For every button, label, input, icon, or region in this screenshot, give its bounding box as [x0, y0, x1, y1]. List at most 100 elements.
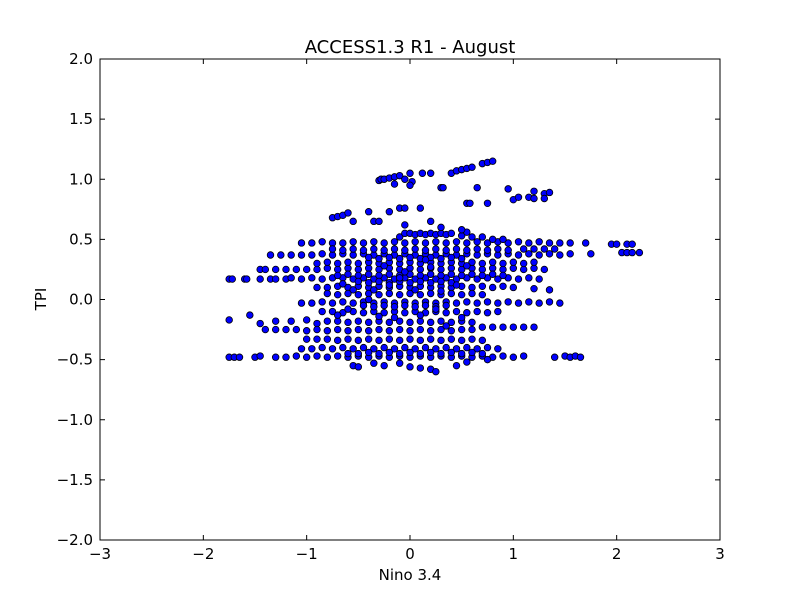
scatter-point — [375, 277, 383, 286]
scatter-point — [494, 345, 502, 353]
scatter-point — [313, 265, 321, 274]
scatter-point — [411, 245, 419, 253]
axis-ticks: −3 −2 −1 0 1 2 3 −2.0 −1.5 −1.0 −0.5 0.0 0.5 1.0 1.5 2.… — [57, 50, 725, 563]
y-axis-label: TPI — [32, 288, 50, 312]
scatter-point — [349, 245, 357, 253]
scatter-point — [359, 343, 368, 352]
scatter-point — [468, 318, 476, 327]
scatter-point — [540, 194, 549, 203]
scatter-point — [395, 349, 404, 358]
scatter-point — [271, 353, 280, 361]
scatter-point — [478, 349, 487, 358]
scatter-points — [225, 157, 644, 376]
scatter-point — [530, 245, 538, 253]
scatter-point — [308, 274, 316, 282]
scatter-point — [401, 309, 409, 317]
scatter-point — [421, 256, 430, 264]
scatter-point — [483, 199, 492, 207]
scatter-point — [426, 348, 435, 357]
scatter-point — [519, 352, 528, 360]
scatter-point — [587, 250, 595, 258]
scatter-point — [318, 298, 326, 306]
scatter-point — [411, 286, 419, 294]
scatter-point — [385, 289, 394, 298]
scatter-point — [463, 239, 471, 247]
scatter-point — [370, 245, 378, 253]
scatter-point — [432, 238, 440, 246]
scatter-point — [287, 251, 295, 259]
scatter-point — [483, 246, 492, 254]
scatter-point — [437, 254, 445, 263]
scatter-point — [261, 325, 270, 334]
scatter-point — [344, 327, 352, 335]
scatter-point — [323, 317, 332, 325]
scatter-point — [406, 289, 414, 298]
scatter-point — [333, 352, 342, 360]
scatter-point — [364, 318, 373, 327]
scatter-point — [339, 246, 347, 254]
scatter-point — [468, 325, 476, 334]
scatter-point — [354, 290, 363, 299]
scatter-point — [370, 359, 378, 367]
scatter-point — [504, 246, 512, 254]
scatter-point — [566, 250, 574, 258]
scatter-point — [499, 323, 507, 331]
scatter-point — [297, 239, 306, 247]
scatter-point — [271, 265, 280, 274]
scatter-point — [375, 349, 383, 358]
scatter-point — [339, 280, 347, 288]
y-tick-label: 0.0 — [69, 291, 93, 309]
scatter-point — [333, 317, 342, 325]
scatter-point — [323, 258, 332, 266]
scatter-point — [468, 233, 476, 241]
scatter-point — [390, 313, 399, 322]
scatter-point — [349, 345, 357, 353]
scatter-point — [401, 343, 409, 352]
scatter-point — [457, 254, 466, 263]
scatter-point — [344, 318, 352, 327]
scatter-point — [426, 335, 435, 343]
scatter-point — [494, 275, 502, 283]
scatter-point — [437, 317, 445, 325]
scatter-point — [401, 268, 409, 276]
scatter-point — [354, 349, 363, 358]
scatter-point — [416, 311, 425, 319]
scatter-point — [478, 323, 487, 331]
scatter-point — [359, 239, 368, 247]
scatter-point — [488, 283, 497, 292]
scatter-point — [442, 239, 450, 247]
scatter-point — [426, 318, 435, 327]
scatter-point — [473, 307, 481, 316]
scatter-point — [395, 290, 404, 299]
scatter-point — [349, 238, 357, 246]
scatter-point — [442, 322, 450, 330]
scatter-point — [468, 258, 476, 266]
scatter-point — [354, 336, 363, 345]
scatter-point — [535, 299, 543, 307]
scatter-point — [499, 235, 507, 244]
scatter-point — [318, 307, 326, 316]
scatter-point — [406, 318, 414, 327]
scatter-point — [364, 335, 373, 343]
scatter-point — [473, 238, 481, 246]
scatter-point — [323, 289, 332, 298]
scatter-point — [530, 194, 538, 203]
scatter-point — [302, 316, 311, 324]
scatter-point — [519, 323, 528, 331]
scatter-point — [447, 335, 456, 343]
scatter-point — [318, 250, 326, 258]
scatter-point — [426, 217, 435, 226]
scatter-point — [545, 250, 554, 258]
scatter-point — [525, 239, 533, 247]
scatter-point — [344, 209, 352, 217]
scatter-point — [468, 289, 476, 298]
scatter-point — [452, 238, 461, 246]
scatter-point — [509, 353, 518, 361]
scatter-point — [375, 290, 383, 299]
scatter-point — [364, 295, 373, 304]
scatter-point — [380, 361, 388, 370]
scatter-point — [323, 335, 332, 343]
scatter-point — [576, 353, 585, 361]
x-tick-label: −1 — [296, 545, 318, 563]
scatter-point — [318, 343, 326, 352]
